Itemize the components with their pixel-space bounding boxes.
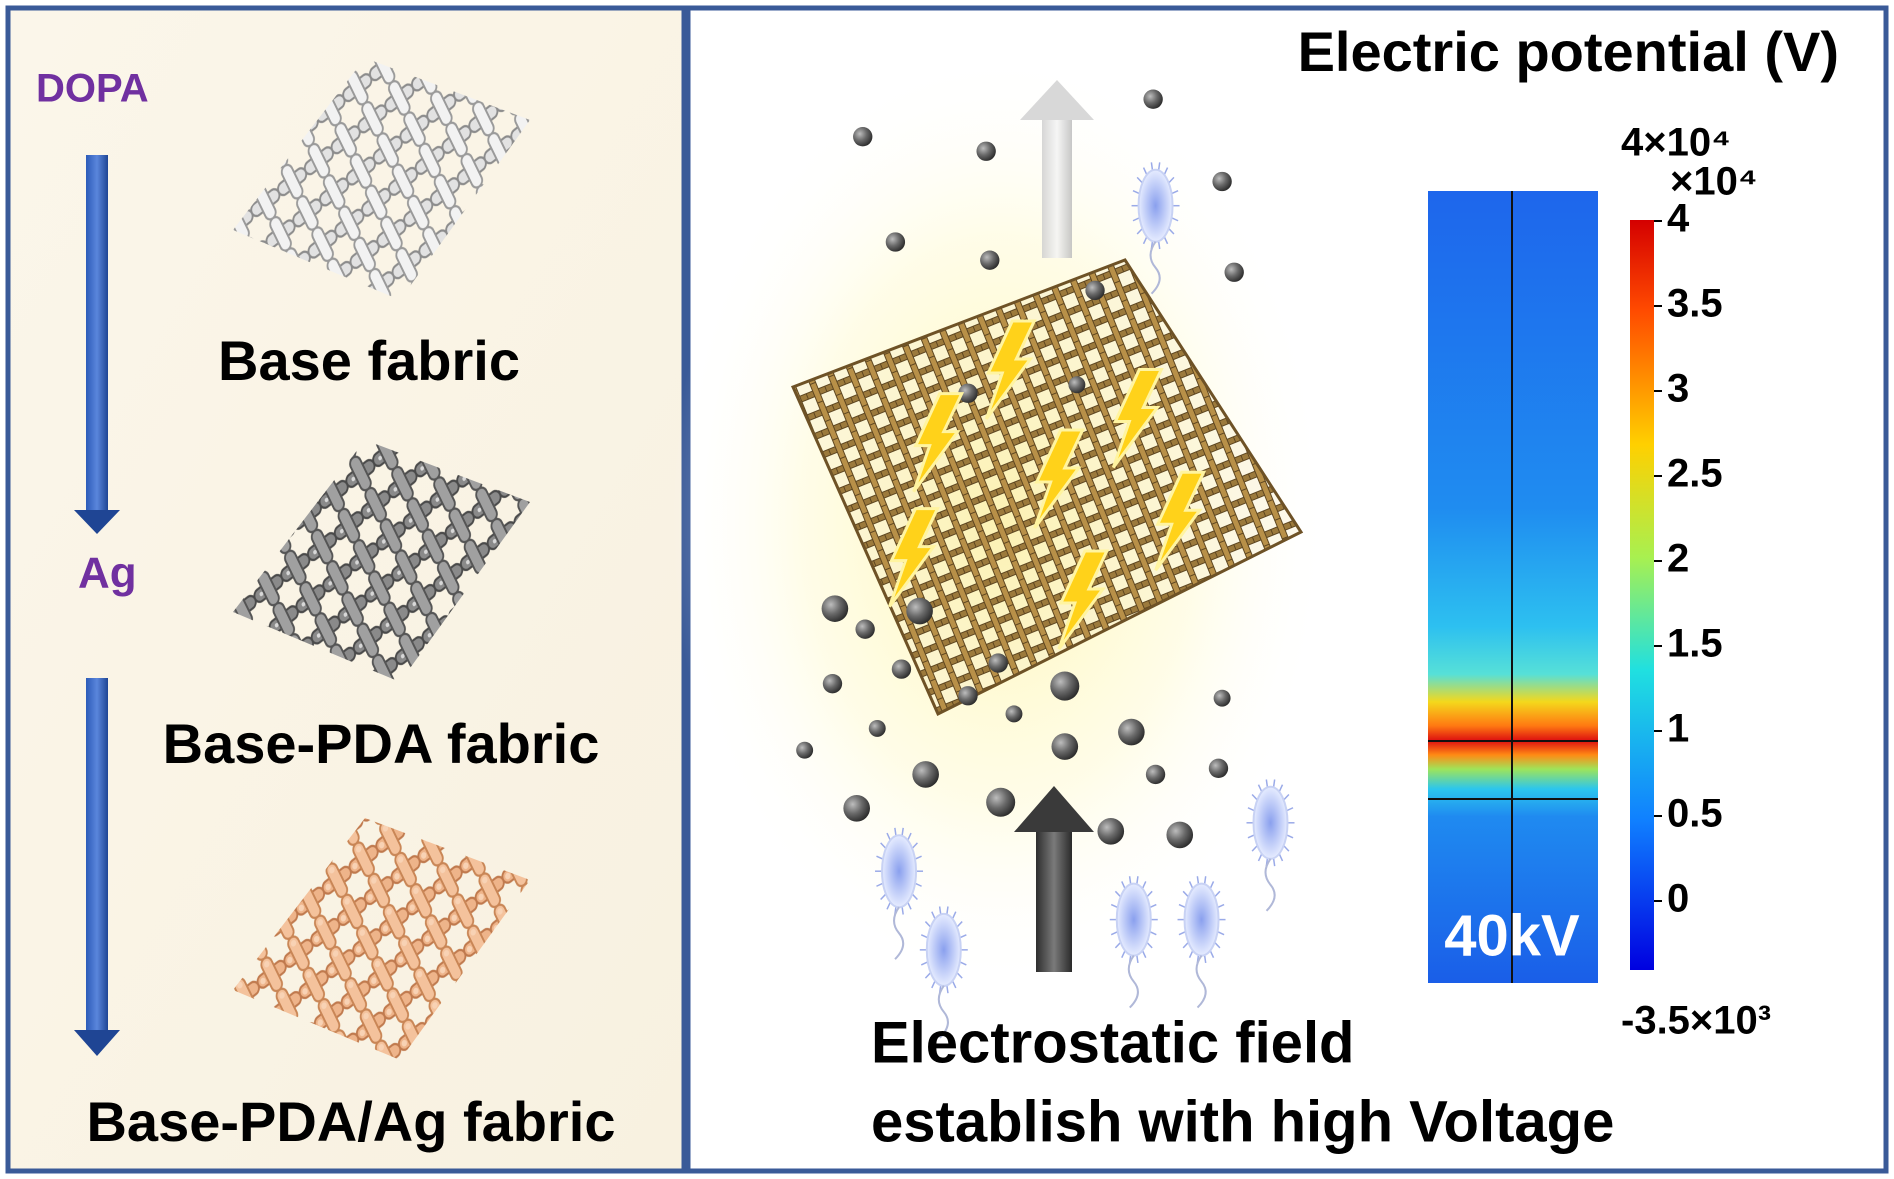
cell [1115,882,1152,957]
colorbar-tick-label: 0.5 [1667,792,1723,836]
fabric-label: Base-PDA fabric [163,712,600,775]
cell [1137,168,1174,243]
colorbar-tick-label: 1 [1667,707,1689,751]
particle [958,383,978,403]
particle [821,595,849,622]
lightning [984,319,1037,420]
particle [1097,817,1125,845]
particle [843,794,870,822]
particle [906,597,933,625]
particle [1143,89,1163,109]
particle [958,686,978,706]
lightning [1057,549,1110,650]
flagellum [937,985,949,1039]
particle [1068,376,1086,394]
colorbar-tick-label: 4 [1667,197,1690,241]
cell [881,834,918,909]
particle [868,719,886,737]
particle [1145,764,1166,785]
lightning [888,507,940,608]
particle [980,250,1000,270]
lightning [1033,428,1086,529]
colorbar-ticks: 4 3.5 3 2.5 2 1.5 1 0.5 0 [1654,197,1723,921]
flagellum [1127,955,1139,1009]
colorbar-tick-label: 3.5 [1667,282,1723,326]
step-label: DOPA [36,67,149,111]
colorbar-tick-label: 0 [1667,877,1689,921]
illustration [790,80,1304,1039]
flagellum [1264,858,1276,912]
fabric-label: Base fabric [218,329,520,392]
particle [1118,718,1145,746]
particle [1208,758,1229,779]
particle [976,141,996,161]
particle [912,761,939,788]
bacterium [875,827,924,960]
particle [796,741,814,759]
colorbar-tick-label: 2.5 [1667,452,1723,496]
flagellum [1149,241,1161,295]
particle [1212,171,1232,192]
particle [1213,689,1231,707]
colorbar [1630,220,1654,970]
colorbar-tick-label: 2 [1667,537,1689,581]
colorbar-max: 4×10⁴ [1621,121,1731,165]
particle [988,653,1008,673]
fabric-label: Base-PDA/Ag fabric [86,1090,615,1153]
particle [1085,280,1105,301]
particle [855,619,875,639]
bacterium [1131,162,1180,295]
colorbar-tick-label: 3 [1667,367,1689,411]
caption: Electrostatic field [871,1010,1354,1075]
bacterium [1177,876,1226,1009]
caption: establish with high Voltage [871,1089,1614,1154]
bacterium [919,906,968,1039]
step-label: Ag [78,549,137,598]
particle [1224,262,1244,282]
lightning [912,392,965,493]
colorbar-min: -3.5×10³ [1621,999,1771,1043]
bacterium [1109,876,1158,1009]
colorbar-multiplier: ×10⁴ [1670,160,1758,204]
map-label: 40kV [1444,903,1580,968]
bacterium [1246,779,1295,912]
cell [1252,785,1289,860]
lightning [1111,367,1164,469]
particle [853,127,873,147]
particle [822,673,843,694]
particle [986,787,1016,817]
cell [925,912,962,987]
particle [891,659,912,679]
particle [1051,733,1079,760]
panel-title: Electric potential (V) [1298,20,1839,83]
particle [1166,821,1194,849]
particle [1050,671,1080,701]
lightning [1154,470,1207,572]
particle [885,232,906,252]
flagellum [1195,955,1207,1009]
flagellum [893,906,905,960]
particle [1005,705,1023,723]
cell [1183,882,1220,957]
colorbar-tick-label: 1.5 [1667,622,1723,666]
